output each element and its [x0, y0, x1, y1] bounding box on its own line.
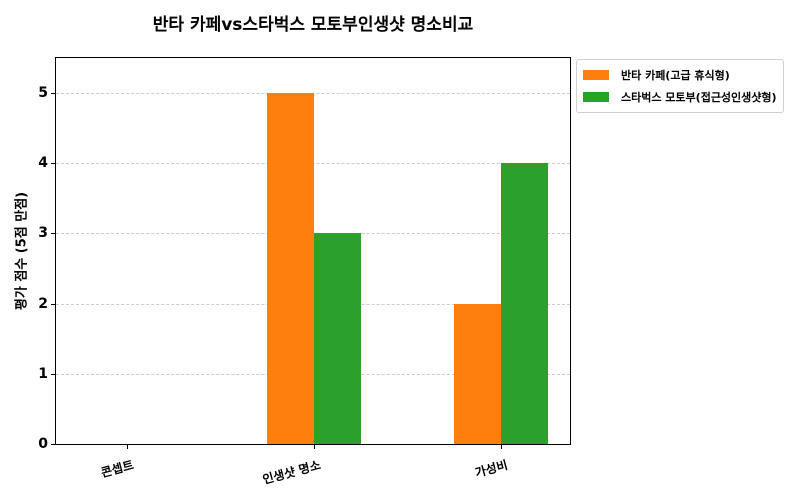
y-tick-label: 4: [38, 155, 48, 172]
y-tick: [51, 444, 56, 445]
chart-title: 반타 카페vs스타벅스 모토부인생샷 명소비교: [152, 15, 474, 35]
legend-item: 스타벅스 모토부(접근성인생샷형): [583, 86, 777, 108]
y-tick-label: 2: [38, 295, 48, 312]
legend: 반타 카페(고급 휴식형) 스타벅스 모토부(접근성인생샷형): [576, 59, 784, 113]
legend-label: 스타벅스 모토부(접근성인생샷형): [621, 91, 777, 104]
x-tick-label: 콘셉트: [99, 457, 136, 481]
y-tick: [51, 93, 56, 95]
bar: [501, 163, 548, 444]
x-tick: [314, 444, 315, 449]
legend-label: 반타 카페(고급 휴식형): [621, 69, 730, 82]
plot-area: 0 1 2 3 4 5 콘셉트 인생샷 명소 가성비: [38, 57, 571, 487]
legend-item: 반타 카페(고급 휴식형): [583, 64, 777, 86]
bar: [314, 233, 361, 444]
x-tick: [127, 444, 128, 449]
y-axis-title: 평가 점수 (5점 만점): [14, 191, 30, 311]
legend-swatch: [583, 70, 609, 80]
legend-swatch: [583, 92, 609, 102]
y-tick: [51, 233, 56, 235]
y-tick-label: 3: [38, 225, 48, 242]
x-tick-label: 인생샷 명소: [261, 457, 323, 487]
y-tick-label: 0: [38, 436, 48, 452]
x-tick: [501, 444, 502, 449]
bar: [267, 93, 314, 444]
y-tick: [51, 303, 56, 305]
y-tick: [51, 373, 56, 375]
x-tick-label: 가성비: [473, 457, 510, 481]
y-tick-label: 1: [38, 365, 48, 382]
y-tick: [51, 163, 56, 165]
y-tick-label: 5: [38, 85, 48, 102]
bar: [454, 303, 501, 444]
